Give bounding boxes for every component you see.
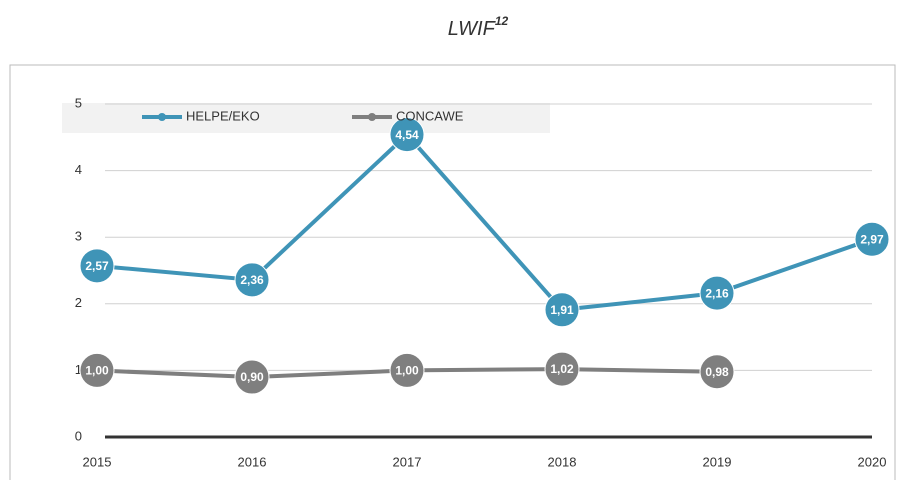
value-label: 1,02	[550, 362, 574, 376]
chart-title: LWIF12	[448, 14, 509, 40]
point	[699, 275, 735, 311]
x-tick-label: 2015	[83, 454, 112, 469]
point	[699, 354, 735, 390]
legend-label: HELPE/EKO	[186, 108, 260, 123]
y-tick-label: 3	[75, 229, 82, 244]
point	[234, 359, 270, 395]
point	[544, 292, 580, 328]
y-tick-label: 2	[75, 295, 82, 310]
point	[544, 351, 580, 387]
legend-label: CONCAWE	[396, 108, 464, 123]
point	[79, 248, 115, 284]
y-tick-label: 1	[75, 362, 82, 377]
value-label: 0,98	[705, 365, 729, 379]
x-tick-label: 2020	[858, 454, 887, 469]
point	[79, 352, 115, 388]
value-label: 0,90	[240, 370, 264, 384]
y-tick-label: 4	[75, 162, 82, 177]
value-label: 1,91	[550, 303, 574, 317]
title-main: LWIF	[448, 18, 497, 40]
point	[234, 262, 270, 298]
x-tick-label: 2019	[703, 454, 732, 469]
value-label: 1,00	[85, 364, 109, 378]
x-tick-label: 2017	[393, 454, 422, 469]
plot-frame	[9, 64, 896, 480]
legend-box	[62, 103, 550, 133]
value-label: 2,36	[240, 273, 264, 287]
series-line	[96, 131, 873, 312]
x-tick-label: 2016	[238, 454, 267, 469]
legend-marker	[368, 113, 376, 121]
point	[854, 221, 890, 257]
value-label: 2,97	[860, 232, 884, 246]
value-label: 1,00	[395, 364, 419, 378]
value-label: 2,57	[85, 259, 109, 273]
y-tick-label: 5	[75, 95, 82, 110]
y-tick-label: 0	[75, 428, 82, 443]
title-superscript: 12	[495, 14, 509, 28]
value-label: 4,54	[395, 128, 419, 142]
point	[389, 117, 425, 153]
point	[389, 352, 425, 388]
value-label: 2,16	[705, 286, 729, 300]
legend-marker	[158, 113, 166, 121]
x-tick-label: 2018	[548, 454, 577, 469]
